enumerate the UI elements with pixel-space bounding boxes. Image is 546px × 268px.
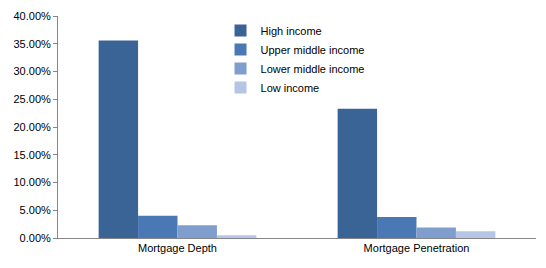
- svg-text:Mortgage Penetration: Mortgage Penetration: [364, 242, 470, 254]
- svg-text:30.00%: 30.00%: [13, 65, 51, 77]
- svg-text:20.00%: 20.00%: [13, 121, 51, 133]
- svg-text:Lower middle income: Lower middle income: [261, 63, 365, 75]
- svg-text:25.00%: 25.00%: [13, 93, 51, 105]
- svg-text:35.00%: 35.00%: [13, 38, 51, 50]
- svg-text:Low income: Low income: [261, 82, 320, 94]
- svg-text:15.00%: 15.00%: [13, 149, 51, 161]
- svg-text:40.00%: 40.00%: [13, 10, 51, 22]
- svg-text:High income: High income: [261, 25, 322, 37]
- svg-text:Mortgage Depth: Mortgage Depth: [138, 242, 217, 254]
- svg-text:Upper middle income: Upper middle income: [261, 44, 365, 56]
- svg-text:5.00%: 5.00%: [20, 204, 51, 216]
- svg-text:10.00%: 10.00%: [13, 176, 51, 188]
- svg-text:0.00%: 0.00%: [20, 232, 51, 244]
